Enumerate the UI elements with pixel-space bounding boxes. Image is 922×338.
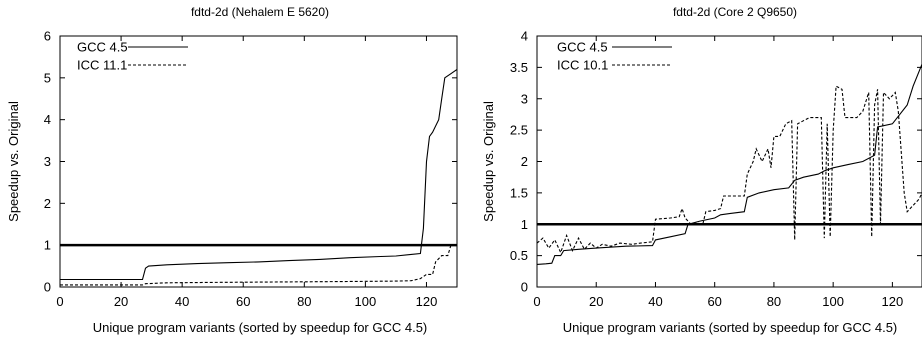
y-axis-label: Speedup vs. Original — [6, 101, 21, 222]
plot-frame — [536, 35, 922, 288]
x-axis-label: Unique program variants (sorted by speed… — [93, 320, 428, 335]
x-tick-label: 0 — [533, 294, 540, 309]
y-tick-label: 3.5 — [510, 60, 528, 75]
y-tick-label: 1.5 — [510, 185, 528, 200]
x-tick-label: 120 — [882, 294, 904, 309]
y-tick-label: 5 — [44, 70, 51, 85]
y-tick-label: 1 — [44, 238, 51, 253]
x-tick-label: 120 — [416, 294, 438, 309]
y-tick-label: 3 — [44, 154, 51, 169]
chart-core2: fdtd-2d (Core 2 Q9650) 0 20 40 60 80 100 120 0 0.… — [481, 5, 922, 335]
y-tick-label: 0.5 — [510, 248, 528, 263]
y-tick-label: 0 — [521, 280, 528, 295]
x-tick-label: 80 — [767, 294, 781, 309]
y-tick-label: 3 — [521, 91, 528, 106]
x-tick-label: 20 — [114, 294, 128, 309]
x-tick-label: 20 — [589, 294, 603, 309]
series-line-gcc — [537, 63, 922, 265]
x-tick-label: 80 — [297, 294, 311, 309]
legend-label: ICC 11.1 — [77, 58, 127, 73]
x-tick-label: 40 — [175, 294, 189, 309]
chart-title: fdtd-2d (Nehalem E 5620) — [191, 5, 329, 19]
y-tick-label: 2 — [521, 154, 528, 169]
legend-label: GCC 4.5 — [77, 40, 128, 55]
legend-label: GCC 4.5 — [557, 40, 608, 55]
x-tick-label: 100 — [822, 294, 844, 309]
series-line-icc — [60, 245, 452, 286]
x-axis-label: Unique program variants (sorted by speed… — [563, 320, 898, 335]
series-line-icc — [537, 85, 922, 254]
y-tick-label: 2.5 — [510, 123, 528, 138]
x-tick-label: 60 — [236, 294, 250, 309]
chart-title: fdtd-2d (Core 2 Q9650) — [673, 5, 797, 19]
y-tick-label: 4 — [521, 29, 528, 44]
x-tick-label: 100 — [355, 294, 377, 309]
plot-frame — [59, 35, 458, 288]
y-tick-label: 0 — [44, 280, 51, 295]
legend-label: ICC 10.1 — [557, 58, 608, 73]
y-tick-label: 6 — [44, 29, 51, 44]
y-tick-label: 2 — [44, 196, 51, 211]
series-line-gcc — [60, 69, 457, 281]
x-tick-label: 60 — [707, 294, 721, 309]
y-tick-label: 4 — [44, 112, 51, 127]
chart-nehalem: fdtd-2d (Nehalem E 5620) 0 20 40 60 80 100 120 0… — [6, 5, 458, 335]
x-tick-label: 40 — [648, 294, 662, 309]
y-tick-label: 1 — [521, 217, 528, 232]
y-axis-label: Speedup vs. Original — [481, 101, 496, 222]
x-tick-label: 0 — [56, 294, 63, 309]
